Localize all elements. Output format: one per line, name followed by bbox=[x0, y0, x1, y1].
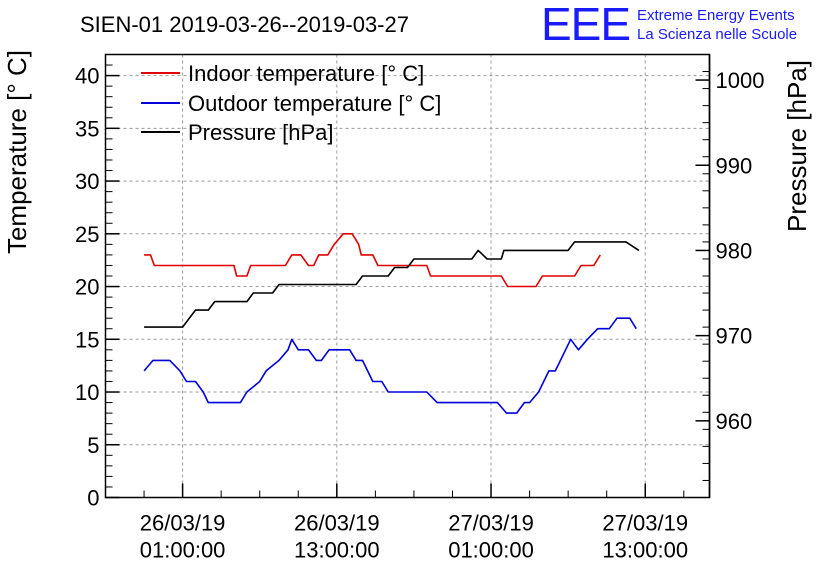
x-tick-label-date: 27/03/19 bbox=[448, 511, 534, 536]
x-tick-label-date: 26/03/19 bbox=[294, 511, 380, 536]
y2-tick-label: 980 bbox=[716, 238, 753, 263]
y-tick-label: 35 bbox=[75, 116, 99, 141]
x-tick-label-date: 26/03/19 bbox=[140, 511, 226, 536]
legend-label-pressure: Pressure [hPa] bbox=[188, 120, 334, 145]
y-tick-label: 30 bbox=[75, 169, 99, 194]
logo-line-1: Extreme Energy Events bbox=[637, 7, 795, 24]
y-axis-title: Temperature [° C] bbox=[2, 50, 32, 254]
legend-label-indoor: Indoor temperature [° C] bbox=[188, 61, 424, 86]
y-tick-label: 0 bbox=[87, 486, 99, 511]
legend-label-outdoor: Outdoor temperature [° C] bbox=[188, 91, 441, 116]
x-tick-label-time: 01:00:00 bbox=[448, 538, 534, 563]
x-tick-label-time: 13:00:00 bbox=[602, 538, 688, 563]
logo-letters: EEE bbox=[541, 0, 630, 50]
indoor-temperature-line bbox=[144, 233, 601, 288]
eee-logo: EEE Extreme Energy Events La Scienza nel… bbox=[541, 0, 797, 50]
logo-line-2: La Scienza nelle Scuole bbox=[637, 26, 797, 43]
outdoor-temperature-line bbox=[143, 317, 637, 414]
y-tick-label: 25 bbox=[75, 222, 99, 247]
y2-tick-label: 990 bbox=[716, 153, 753, 178]
legend: Indoor temperature [° C] Outdoor tempera… bbox=[141, 61, 441, 145]
x-tick-label-time: 01:00:00 bbox=[140, 538, 226, 563]
y2-tick-label: 970 bbox=[716, 324, 753, 349]
y2-tick-label: 960 bbox=[716, 409, 753, 434]
x-tick-label-date: 27/03/19 bbox=[602, 511, 688, 536]
y2-tick-label: 1000 bbox=[716, 68, 765, 93]
y-tick-label: 10 bbox=[75, 380, 99, 405]
y-tick-label: 20 bbox=[75, 275, 99, 300]
series-lines bbox=[143, 233, 640, 414]
pressure-line bbox=[144, 241, 640, 328]
ticks: 051015202530354026/03/1901:00:0026/03/19… bbox=[75, 54, 765, 563]
y-tick-label: 5 bbox=[87, 433, 99, 458]
chart-title: SIEN-01 2019-03-26--2019-03-27 bbox=[80, 12, 409, 37]
y2-axis-title: Pressure [hPa] bbox=[782, 60, 812, 232]
y-tick-label: 40 bbox=[75, 64, 99, 89]
x-tick-label-time: 13:00:00 bbox=[294, 538, 380, 563]
y-tick-label: 15 bbox=[75, 327, 99, 352]
